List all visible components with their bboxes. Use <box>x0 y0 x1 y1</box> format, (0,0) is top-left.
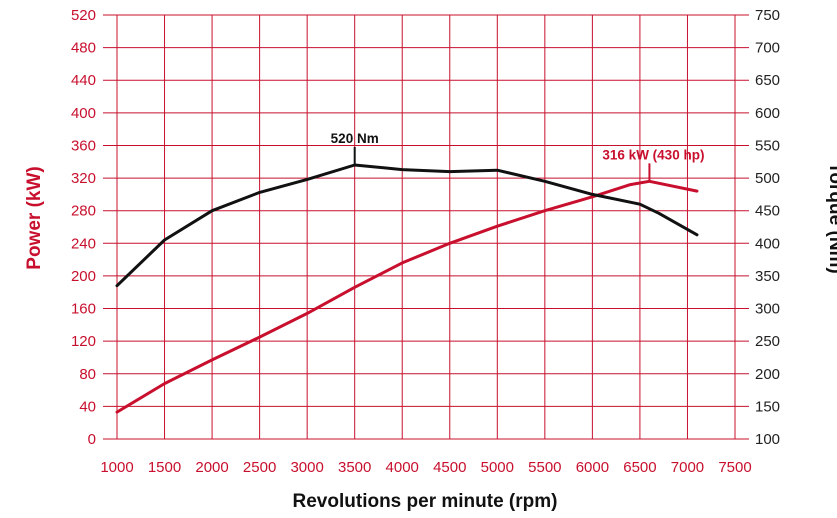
left-tick-label: 280 <box>71 203 96 220</box>
right-tick-label: 500 <box>755 170 780 187</box>
right-tick-label: 200 <box>755 366 780 383</box>
peak-power-label: 316 kW (430 hp) <box>602 147 704 162</box>
right-tick-label: 750 <box>755 7 780 24</box>
annotations: 520 Nm 316 kW (430 hp) <box>331 131 704 182</box>
right-tick-label: 700 <box>755 40 780 57</box>
left-tick-label: 400 <box>71 105 96 122</box>
x-tick-label: 4000 <box>386 459 419 476</box>
right-tick-label: 400 <box>755 235 780 252</box>
left-tick-label: 360 <box>71 137 96 154</box>
x-tick-label: 6000 <box>576 459 609 476</box>
right-tick-label: 450 <box>755 203 780 220</box>
right-tick-label: 600 <box>755 105 780 122</box>
left-tick-label: 480 <box>71 40 96 57</box>
grid <box>103 14 749 440</box>
power-curve <box>115 179 699 414</box>
right-tick-label: 300 <box>755 301 780 318</box>
left-tick-label: 440 <box>71 72 96 89</box>
left-tick-label: 320 <box>71 170 96 187</box>
left-tick-label: 0 <box>88 431 96 448</box>
left-axis-title: Power (kW) <box>24 166 45 269</box>
x-tick-label: 3000 <box>290 459 323 476</box>
right-tick-label: 650 <box>755 72 780 89</box>
left-tick-label: 200 <box>71 268 96 285</box>
left-tick-label: 160 <box>71 301 96 318</box>
right-axis-ticks: 100 150 200 250 300 350 400 450 500 550 600 650 700 7… <box>755 7 780 448</box>
x-tick-label: 7500 <box>718 459 751 476</box>
x-tick-label: 1000 <box>100 459 133 476</box>
left-axis-ticks: 0 40 80 120 160 200 240 280 320 360 400 440 480 520 <box>71 7 96 448</box>
right-tick-label: 350 <box>755 268 780 285</box>
x-axis-title: Revolutions per minute (rpm) <box>293 491 558 512</box>
x-tick-label: 2500 <box>243 459 276 476</box>
left-tick-label: 80 <box>79 366 96 383</box>
right-tick-label: 100 <box>755 431 780 448</box>
x-tick-label: 5000 <box>481 459 514 476</box>
left-tick-label: 120 <box>71 333 96 350</box>
left-tick-label: 240 <box>71 235 96 252</box>
peak-torque-label: 520 Nm <box>331 131 379 146</box>
x-tick-label: 6500 <box>623 459 656 476</box>
left-tick-label: 520 <box>71 7 96 24</box>
right-tick-label: 250 <box>755 333 780 350</box>
x-tick-label: 5500 <box>528 459 561 476</box>
x-tick-label: 3500 <box>338 459 371 476</box>
series <box>115 163 699 414</box>
torque-curve <box>115 163 699 288</box>
x-tick-label: 1500 <box>148 459 181 476</box>
x-tick-label: 7000 <box>671 459 704 476</box>
right-tick-label: 150 <box>755 398 780 415</box>
x-axis-ticks: 1000 1500 2000 2500 3000 3500 4000 4500 5000 5500… <box>100 459 751 476</box>
x-tick-label: 2000 <box>195 459 228 476</box>
x-tick-label: 4500 <box>433 459 466 476</box>
right-axis-title: Torque (Nm) <box>825 162 837 274</box>
right-tick-label: 550 <box>755 137 780 154</box>
left-tick-label: 40 <box>79 398 96 415</box>
